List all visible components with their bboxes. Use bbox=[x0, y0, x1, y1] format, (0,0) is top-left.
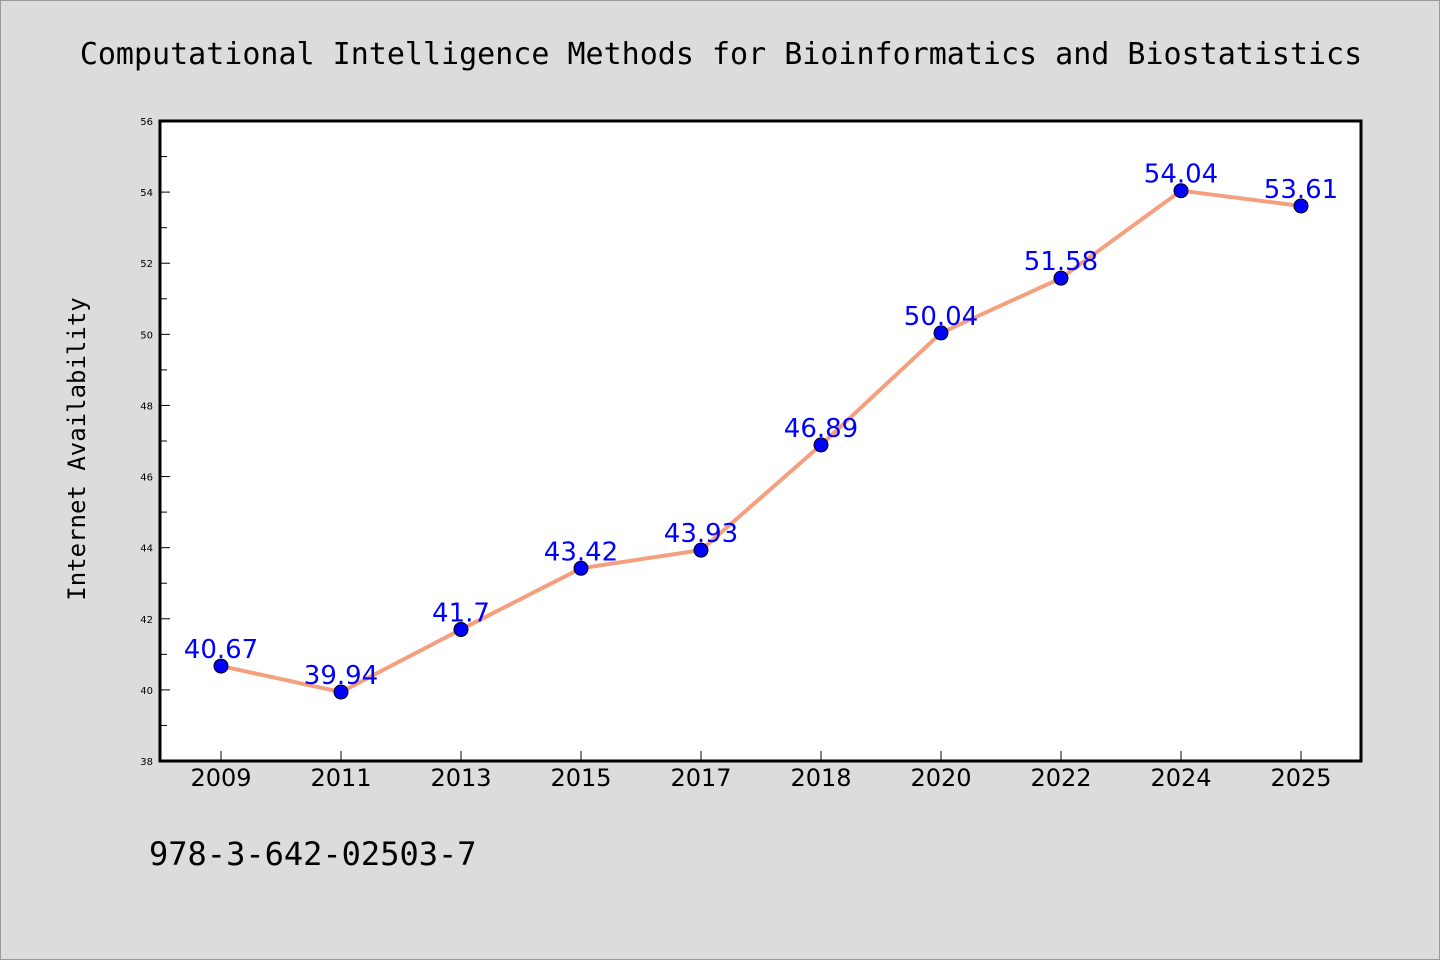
data-label: 53.61 bbox=[1264, 175, 1338, 205]
y-tick-label: 40 bbox=[140, 686, 153, 697]
y-tick-label: 54 bbox=[140, 188, 153, 199]
data-point bbox=[813, 437, 829, 453]
y-tick-label: 50 bbox=[140, 330, 153, 341]
data-point bbox=[933, 325, 949, 341]
data-point bbox=[213, 658, 229, 674]
x-tick-label: 2024 bbox=[1150, 764, 1211, 792]
data-label: 43.93 bbox=[664, 519, 738, 549]
data-label: 50.04 bbox=[904, 302, 978, 332]
series-line bbox=[220, 188, 1302, 695]
x-tick-label: 2015 bbox=[550, 764, 611, 792]
data-label: 39.94 bbox=[304, 661, 378, 691]
data-label: 41.7 bbox=[432, 598, 490, 628]
data-label: 43.42 bbox=[544, 537, 618, 567]
y-tick-label: 42 bbox=[140, 615, 153, 626]
y-axis-label: Internet Availability bbox=[63, 297, 91, 600]
data-point bbox=[333, 684, 349, 700]
x-tick-label: 2020 bbox=[910, 764, 971, 792]
x-tick-label: 2022 bbox=[1030, 764, 1091, 792]
y-axis: 38 40 42 44 46 48 50 52 54 56 bbox=[140, 117, 170, 768]
y-tick-label: 44 bbox=[140, 544, 153, 555]
data-point bbox=[693, 542, 709, 558]
x-tick-label: 2011 bbox=[310, 764, 371, 792]
y-tick-label: 52 bbox=[140, 259, 153, 270]
data-label: 40.67 bbox=[184, 635, 258, 665]
isbn-annotation: 978-3-642-02503-7 bbox=[149, 835, 477, 873]
data-point bbox=[453, 621, 469, 637]
series-group: 40.67 39.94 41.7 43.42 43.93 46.89 50.04 51.58 5… bbox=[184, 160, 1338, 700]
y-tick-label: 46 bbox=[140, 473, 153, 484]
x-tick-label: 2009 bbox=[190, 764, 251, 792]
plot-area bbox=[158, 119, 1363, 763]
data-point bbox=[1173, 183, 1189, 199]
data-point bbox=[573, 560, 589, 576]
x-tick-label: 2017 bbox=[670, 764, 731, 792]
x-axis: 2009 2011 2013 2015 2017 2018 2020 2022 2024 2025 bbox=[190, 751, 1332, 792]
y-tick-label: 56 bbox=[140, 117, 153, 128]
data-label: 46.89 bbox=[784, 414, 858, 444]
y-tick-label: 48 bbox=[140, 401, 153, 412]
data-label: 51.58 bbox=[1024, 247, 1098, 277]
x-tick-label: 2018 bbox=[790, 764, 851, 792]
data-point bbox=[1293, 198, 1309, 214]
data-label: 54.04 bbox=[1144, 160, 1218, 190]
data-point bbox=[1053, 270, 1069, 286]
x-tick-label: 2025 bbox=[1270, 764, 1331, 792]
chart-title: Computational Intelligence Methods for B… bbox=[80, 37, 1362, 72]
x-tick-label: 2013 bbox=[430, 764, 491, 792]
y-tick-label: 38 bbox=[140, 757, 153, 768]
